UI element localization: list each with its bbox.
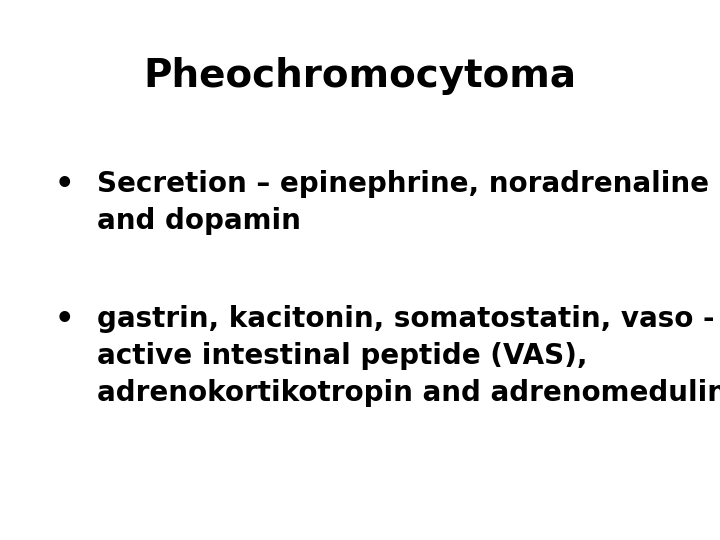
Text: •: • — [55, 305, 75, 334]
Text: Secretion – epinephrine, noradrenaline
and dopamin: Secretion – epinephrine, noradrenaline a… — [97, 170, 709, 235]
Text: Pheochromocytoma: Pheochromocytoma — [143, 57, 577, 94]
Text: gastrin, kacitonin, somatostatin, vaso -
active intestinal peptide (VAS),
adreno: gastrin, kacitonin, somatostatin, vaso -… — [97, 305, 720, 407]
Text: •: • — [55, 170, 75, 199]
